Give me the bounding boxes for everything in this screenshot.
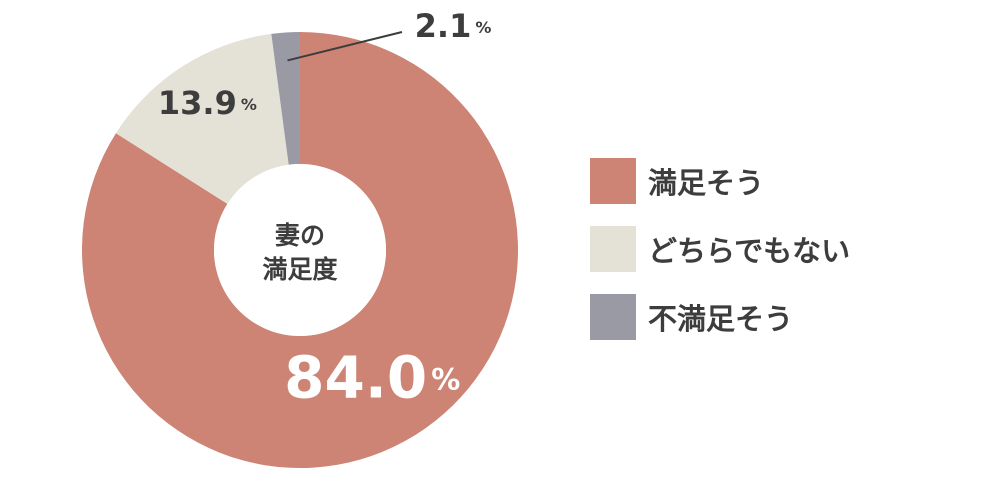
slice-unsatisfied xyxy=(271,32,300,165)
slice-unit-neutral: % xyxy=(241,95,257,114)
donut-slices xyxy=(81,32,518,468)
legend-label-neutral: どちらでもない xyxy=(648,234,851,268)
center-label-line-2: 満足度 xyxy=(262,255,337,284)
slice-satisfied xyxy=(81,32,518,468)
slice-unit-unsatisfied: % xyxy=(475,18,491,37)
slice-value-neutral: 13.9 xyxy=(158,84,237,122)
legend-swatch-unsatisfied xyxy=(590,294,636,340)
legend-label-satisfied: 満足そう xyxy=(648,166,765,200)
slice-value-unsatisfied: 2.1 xyxy=(415,7,472,45)
legend-item-unsatisfied: 不満足そう xyxy=(590,294,850,340)
legend-item-neutral: どちらでもない xyxy=(590,226,850,272)
slice-labels: 84.0 %13.9 %2.1% xyxy=(158,7,491,412)
slice-label-satisfied: 84.0% xyxy=(284,344,460,412)
slice-neutral xyxy=(115,33,289,204)
legend-swatch-satisfied xyxy=(590,158,636,204)
slice-leader-line xyxy=(287,31,403,62)
slice-unit-satisfied: % xyxy=(431,362,460,396)
slice-label-neutral: 13.9% xyxy=(158,84,257,122)
legend: 満足そう どちらでもない 不満足そう xyxy=(590,158,850,340)
donut-hole xyxy=(214,164,386,336)
legend-item-satisfied: 満足そう xyxy=(590,158,850,204)
legend-label-unsatisfied: 不満足そう xyxy=(648,302,794,336)
donut-chart: 84.0 %13.9 %2.1% 妻の 満足度 xyxy=(81,7,518,468)
center-label-line-1: 妻の xyxy=(275,221,325,250)
slice-label-unsatisfied: 2.1% xyxy=(415,7,492,45)
legend-swatch-neutral xyxy=(590,226,636,272)
slice-value-satisfied: 84.0 xyxy=(284,344,427,412)
